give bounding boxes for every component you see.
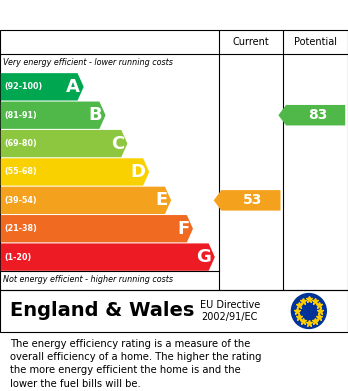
Polygon shape	[1, 215, 193, 242]
Polygon shape	[1, 73, 84, 100]
Polygon shape	[1, 187, 171, 214]
Text: C: C	[111, 135, 124, 152]
Polygon shape	[278, 105, 345, 126]
Text: EU Directive
2002/91/EC: EU Directive 2002/91/EC	[199, 300, 260, 322]
Text: B: B	[88, 106, 102, 124]
Text: F: F	[177, 220, 190, 238]
Text: (69-80): (69-80)	[4, 139, 37, 148]
Text: Very energy efficient - lower running costs: Very energy efficient - lower running co…	[3, 58, 173, 67]
Text: Current: Current	[232, 37, 269, 47]
Polygon shape	[1, 158, 149, 186]
Text: England & Wales: England & Wales	[10, 301, 195, 321]
Polygon shape	[1, 130, 127, 157]
Text: (55-68): (55-68)	[4, 167, 37, 176]
Polygon shape	[214, 190, 280, 211]
Text: E: E	[156, 191, 168, 209]
Text: D: D	[131, 163, 146, 181]
Text: The energy efficiency rating is a measure of the
overall efficiency of a home. T: The energy efficiency rating is a measur…	[10, 339, 262, 389]
Polygon shape	[1, 244, 215, 271]
Text: (92-100): (92-100)	[4, 83, 42, 91]
Text: (39-54): (39-54)	[4, 196, 37, 205]
Polygon shape	[1, 102, 105, 129]
Text: A: A	[66, 78, 80, 96]
Text: Energy Efficiency Rating: Energy Efficiency Rating	[10, 6, 239, 24]
Text: Not energy efficient - higher running costs: Not energy efficient - higher running co…	[3, 275, 174, 284]
Text: (21-38): (21-38)	[4, 224, 37, 233]
Text: Potential: Potential	[294, 37, 337, 47]
Text: 83: 83	[308, 108, 327, 122]
Text: G: G	[197, 248, 211, 266]
Text: (1-20): (1-20)	[4, 253, 31, 262]
Circle shape	[291, 294, 326, 328]
Text: 53: 53	[243, 193, 262, 207]
Text: (81-91): (81-91)	[4, 111, 37, 120]
